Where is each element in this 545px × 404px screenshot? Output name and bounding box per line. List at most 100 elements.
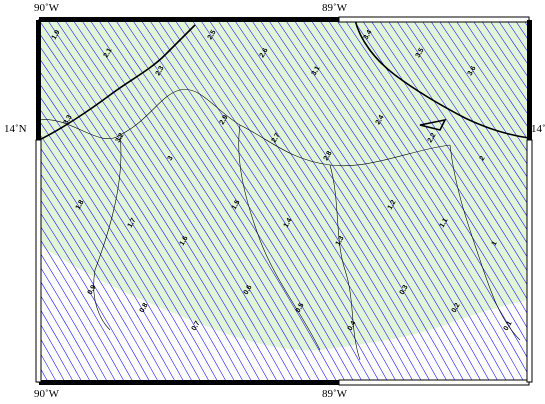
contour-line xyxy=(39,94,219,382)
contour-label: 3.6 xyxy=(467,65,478,77)
contour-line xyxy=(276,20,508,382)
contour-line xyxy=(183,20,414,382)
contour-line xyxy=(39,264,108,382)
contour-line xyxy=(234,20,465,382)
contour-line xyxy=(39,132,193,382)
contour-line xyxy=(39,69,236,382)
lat-label-left: 14˚N xyxy=(4,123,27,135)
contour-line xyxy=(39,236,125,382)
contour-line xyxy=(39,250,117,382)
contour-label: 1.1 xyxy=(439,217,450,229)
contour-label: 1 xyxy=(491,240,499,247)
contour-line xyxy=(39,380,40,382)
contour-line xyxy=(64,20,295,382)
contour-line xyxy=(472,20,529,104)
contour-line xyxy=(191,20,423,382)
contour-label: 1.2 xyxy=(387,199,398,211)
contour-label: 2.5 xyxy=(207,29,218,41)
contour-label: 1.3 xyxy=(335,235,346,247)
contour-label: 1.8 xyxy=(75,199,86,211)
contour-label: 3.4 xyxy=(363,29,374,41)
contour-line xyxy=(39,292,91,382)
contour-label: 0.1 xyxy=(503,320,514,332)
contour-line xyxy=(438,20,529,155)
contour-line xyxy=(39,107,210,382)
lon-label-bottom-right: 89˚W xyxy=(322,388,348,400)
contour-line xyxy=(378,20,529,247)
contour-line xyxy=(268,20,499,382)
lon-label-top-right: 89˚W xyxy=(322,2,348,14)
contour-label: 0.7 xyxy=(191,320,202,332)
contour-line xyxy=(39,183,159,382)
contour-line xyxy=(463,20,529,117)
contour-line xyxy=(310,20,529,362)
contour-line xyxy=(208,20,440,382)
contour-line xyxy=(302,20,529,377)
contour-label: 3.5 xyxy=(415,47,426,59)
country-borders xyxy=(39,89,521,361)
contour-line xyxy=(344,20,529,303)
contour-label: 0.8 xyxy=(139,302,150,314)
contour-label: 2.2 xyxy=(427,132,438,144)
contour-label: 0.5 xyxy=(295,302,306,314)
contour-line xyxy=(336,20,529,317)
contour-line xyxy=(395,20,529,220)
contour-label: 3.1 xyxy=(311,65,322,77)
lon-label-top-left: 90˚W xyxy=(34,2,60,14)
frame-ticks xyxy=(35,16,533,386)
contour-line xyxy=(39,82,227,382)
lat-label-right: 14˚ xyxy=(531,123,545,135)
contour-line xyxy=(174,20,406,382)
contour-label: 2.9 xyxy=(219,114,230,126)
contour-line xyxy=(39,20,270,382)
contour-line xyxy=(412,20,529,194)
contour-label: 2.4 xyxy=(375,114,386,126)
contour-line xyxy=(480,20,529,92)
contour-label: 3 xyxy=(167,155,175,162)
contour-label: 2.7 xyxy=(271,132,282,144)
contour-line xyxy=(0,20,23,382)
contour-line xyxy=(387,20,529,234)
contour-line xyxy=(39,145,185,382)
contour-line xyxy=(446,20,529,142)
contour-line xyxy=(123,20,355,382)
contour-line xyxy=(497,20,529,67)
contour-label: 1.4 xyxy=(283,217,294,229)
contour-label: 0.4 xyxy=(347,320,358,332)
contour-line xyxy=(81,20,312,382)
contour-line xyxy=(429,20,529,168)
contour-line xyxy=(47,20,278,382)
contour-label: 3.3 xyxy=(63,114,74,126)
contour-line xyxy=(140,20,372,382)
contour-line xyxy=(39,32,261,382)
contour-line xyxy=(98,20,329,382)
contour-line xyxy=(39,223,134,382)
contour-line xyxy=(404,20,529,207)
contour-line xyxy=(132,20,363,382)
contour-line xyxy=(293,20,525,382)
contour-line xyxy=(489,20,529,79)
contour-lines xyxy=(0,20,529,382)
contour-line xyxy=(149,20,380,382)
contour-label: 1.6 xyxy=(179,235,190,247)
contour-label: 3.2 xyxy=(115,132,126,144)
contour-line xyxy=(39,119,202,382)
contour-line xyxy=(285,20,516,382)
contour-label: 2.3 xyxy=(155,65,166,77)
contour-line xyxy=(421,20,529,181)
contour-line xyxy=(455,20,529,130)
contour-label: 0.2 xyxy=(451,302,462,314)
contour-line xyxy=(259,20,491,382)
contour-line xyxy=(39,196,151,382)
contour-label: 2.6 xyxy=(259,47,270,59)
contour-line xyxy=(157,20,389,382)
contour-label: 1.7 xyxy=(127,217,138,229)
coastline xyxy=(39,20,529,141)
contour-line xyxy=(0,20,14,382)
contour-line xyxy=(361,20,529,275)
contour-line xyxy=(55,20,287,382)
contour-line xyxy=(225,20,457,382)
contour-line xyxy=(39,210,142,382)
contour-line xyxy=(0,20,31,382)
